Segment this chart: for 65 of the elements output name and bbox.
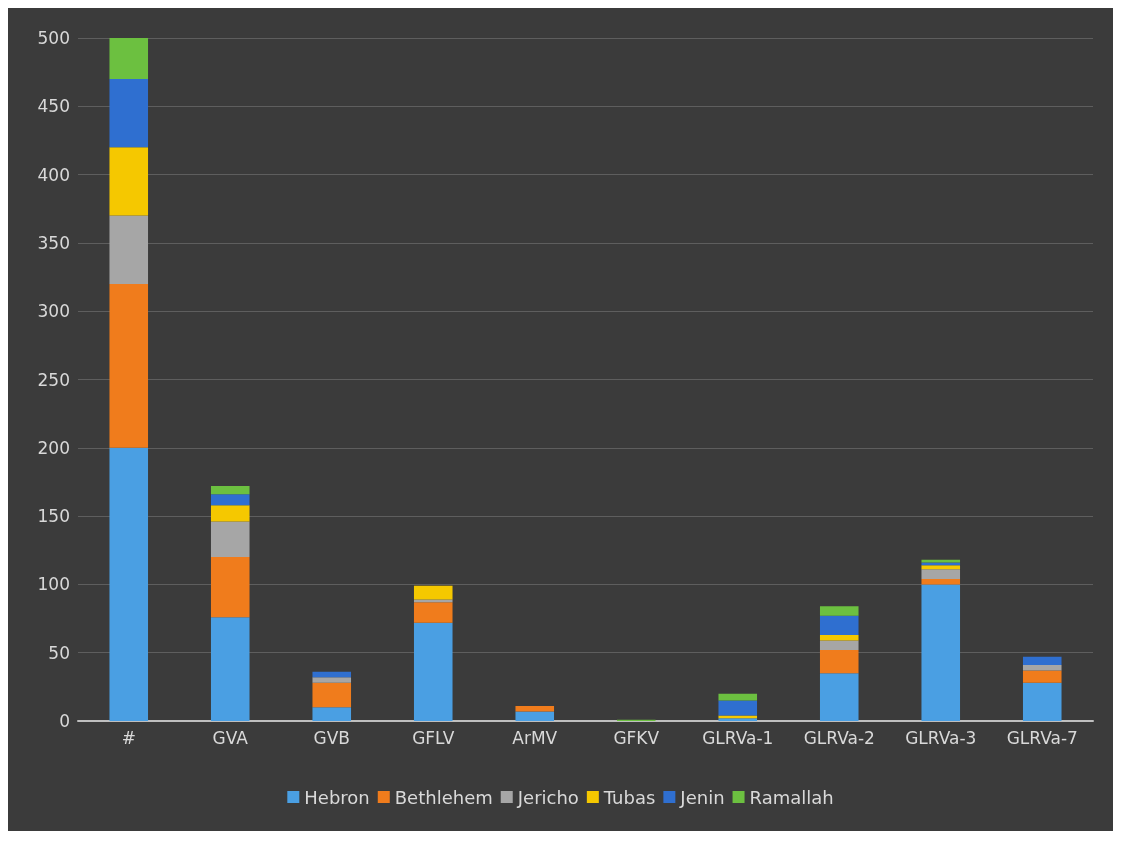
bar [210,521,250,558]
legend-label: Tubas [602,786,656,808]
bar [210,557,250,618]
x-tick-label: GFKV [613,727,660,748]
x-tick-label: GVA [212,727,249,748]
x-tick-label: GLRVa-1 [702,727,774,748]
legend-label: Ramallah [749,786,834,808]
y-tick-label: 0 [59,711,70,731]
bar [210,494,250,506]
legend-label: Jericho [516,786,579,808]
bar [109,283,149,448]
bar [921,569,961,579]
bar [819,640,859,650]
bar [819,606,859,616]
bar [109,38,149,79]
bar [109,215,149,284]
x-tick-label: GLRVa-2 [803,727,875,748]
bar [413,585,453,600]
x-tick-label: # [121,727,136,748]
bar [515,705,555,712]
x-tick-label: GLRVa-3 [905,727,977,748]
bar [109,447,149,721]
y-tick-label: 500 [37,28,70,48]
bar [819,649,859,674]
bar [921,584,961,721]
bar [312,671,352,678]
x-tick-label: GVB [313,727,350,748]
y-tick-label: 450 [37,96,70,117]
bar [312,707,352,721]
legend-label: Hebron [304,786,370,808]
bar [1022,682,1062,721]
x-tick-label: ArMV [512,727,558,748]
bar [312,682,352,708]
bar [210,617,250,721]
bar [413,602,453,623]
y-tick-label: 200 [37,437,70,458]
bar [109,78,149,148]
bar [210,505,250,522]
y-tick-label: 350 [37,232,70,253]
x-tick-label: GFLV [412,727,455,748]
y-tick-label: 300 [37,301,70,322]
bar [312,677,352,683]
bar [921,578,961,585]
legend-label: Jenin [679,786,725,808]
bar [819,673,859,721]
legend-label: Bethlehem [394,786,493,808]
y-tick-label: 400 [37,164,70,185]
bar [413,599,453,603]
bar [1022,656,1062,665]
y-tick-label: 50 [48,642,70,663]
y-tick-label: 250 [37,369,70,390]
y-tick-label: 150 [37,506,70,527]
bar [1022,670,1062,683]
bar [921,565,961,570]
bar [819,634,859,641]
y-tick-label: 100 [37,574,70,595]
bar [210,486,250,495]
bar [819,615,859,635]
bar [413,622,453,721]
x-tick-label: GLRVa-7 [1006,727,1078,748]
bar [718,700,758,716]
bar [515,711,555,721]
bar [109,147,149,216]
bar [1022,664,1062,671]
bar [718,693,758,701]
